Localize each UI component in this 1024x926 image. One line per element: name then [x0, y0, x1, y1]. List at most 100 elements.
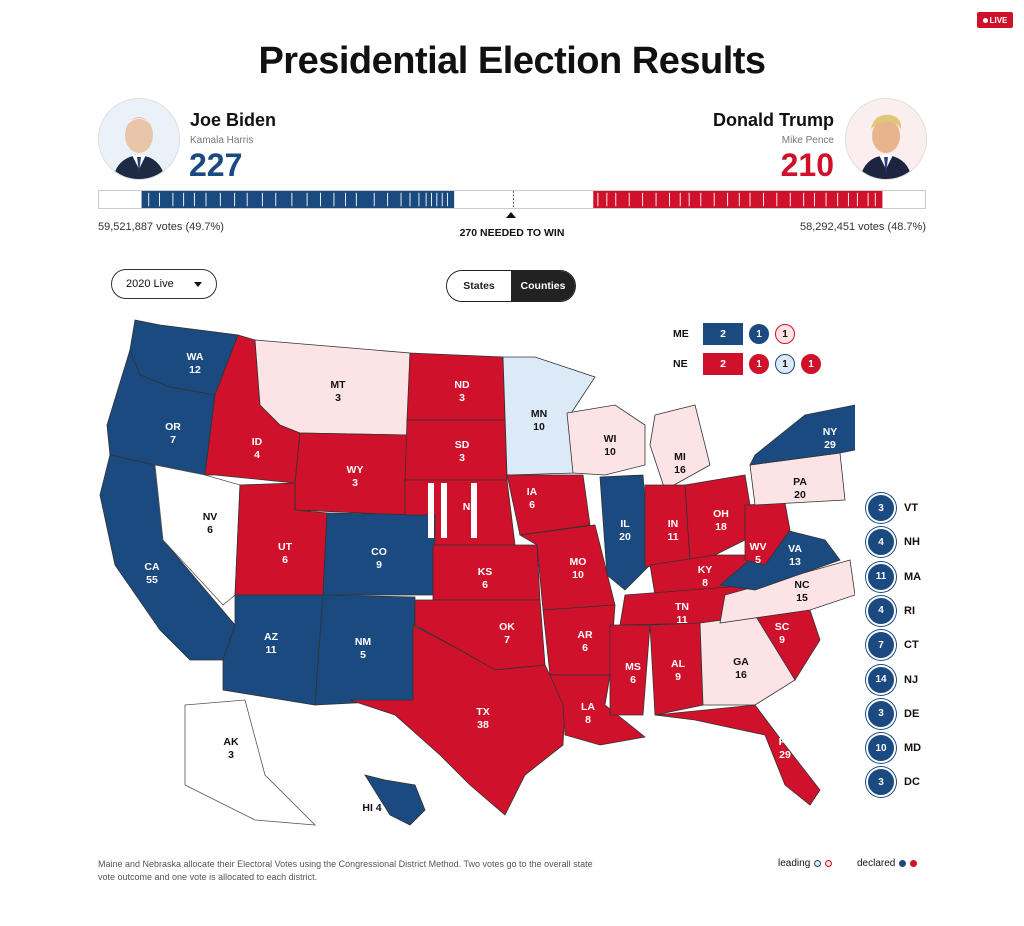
state-label-il: IL 20	[619, 518, 631, 543]
small-state-dc[interactable]: 3 DC	[866, 767, 920, 798]
small-state-abbr: MD	[904, 742, 922, 755]
state-label-al: AL 9	[671, 658, 686, 683]
footnote: Maine and Nebraska allocate their Electo…	[98, 859, 593, 882]
declared-dem-icon	[899, 860, 907, 867]
toggle-states[interactable]: States	[447, 271, 511, 301]
state-ia[interactable]	[506, 474, 591, 536]
small-state-vt[interactable]: 3 VT	[866, 493, 918, 523]
state-ak[interactable]	[184, 699, 317, 826]
small-state-ev: 4	[866, 595, 896, 626]
year-dropdown-value: 2020 Live	[126, 278, 174, 290]
state-wi[interactable]	[566, 404, 646, 476]
small-state-abbr: RI	[904, 604, 915, 617]
state-mi[interactable]	[649, 404, 711, 491]
state-label-ny: NY 29	[823, 426, 838, 451]
small-state-ev: 7	[866, 630, 896, 661]
state-label-nc: NC 15	[794, 579, 810, 604]
state-hi[interactable]	[364, 774, 426, 826]
state-label-ar: AR 6	[577, 629, 593, 654]
small-state-abbr: NJ	[904, 673, 919, 686]
small-state-ev: 14	[866, 664, 896, 695]
split-district-vote: 1	[775, 324, 795, 344]
ne-district-stripe	[471, 483, 477, 538]
split-district-vote: 1	[749, 324, 769, 344]
small-state-de[interactable]: 3 DE	[866, 698, 919, 729]
state-label-hi: HI 4	[362, 802, 381, 814]
state-label-ky: KY 8	[698, 564, 713, 589]
small-state-abbr: MA	[904, 570, 922, 583]
trump-portrait-icon	[846, 99, 926, 179]
split-state-ne: NE 2 1 1 1	[673, 353, 821, 375]
dem-electoral-votes: 227	[189, 147, 243, 183]
small-state-nh[interactable]: 4 NH	[866, 527, 920, 558]
split-state-me: ME 2 1 1	[673, 323, 795, 345]
state-label-sd: SD 3	[455, 439, 470, 464]
state-label-pa: PA 20	[793, 476, 807, 501]
small-state-ma[interactable]: 11 MA	[866, 561, 922, 592]
live-dot-icon	[982, 17, 988, 23]
state-il[interactable]	[599, 474, 651, 591]
state-la[interactable]	[549, 674, 646, 746]
small-state-md[interactable]: 10 MD	[866, 733, 922, 764]
small-state-nj[interactable]: 14 NJ	[866, 664, 919, 695]
small-state-abbr: VT	[904, 502, 919, 514]
split-state-label: NE	[673, 358, 688, 370]
year-dropdown[interactable]: 2020 Live	[111, 269, 217, 299]
split-statewide-votes: 2	[703, 353, 743, 375]
state-label-nv: NV 6	[203, 511, 218, 536]
state-wy[interactable]	[294, 432, 408, 516]
live-label: LIVE	[989, 15, 1008, 25]
needed-to-win-label: 270 NEEDED TO WIN	[459, 227, 565, 239]
split-district-vote: 1	[801, 354, 821, 374]
state-tx[interactable]	[349, 624, 566, 816]
state-label-nd: ND 3	[454, 379, 470, 404]
view-toggle[interactable]: States Counties	[446, 270, 576, 302]
rep-bar-fill	[593, 191, 883, 208]
small-state-ev: 10	[866, 733, 896, 764]
small-state-ev: 3	[866, 698, 896, 729]
state-label-mn: MN 10	[531, 408, 547, 433]
small-state-ev: 3	[866, 493, 896, 523]
dem-bar-fill	[141, 191, 455, 208]
state-label-mo: MO 10	[570, 556, 587, 581]
state-fl[interactable]	[654, 704, 821, 806]
state-label-id: ID 4	[252, 436, 263, 461]
declared-rep-icon	[910, 860, 918, 867]
legend-leading-label: leading	[778, 858, 811, 869]
leading-rep-icon	[825, 860, 833, 867]
split-district-vote: 1	[749, 354, 769, 374]
state-label-ak: AK 3	[223, 736, 239, 761]
state-nc[interactable]	[719, 559, 855, 624]
state-label-la: LA 8	[581, 701, 595, 726]
state-ms[interactable]	[609, 624, 651, 716]
toggle-counties[interactable]: Counties	[511, 271, 575, 301]
dem-running-mate: Kamala Harris	[190, 135, 254, 146]
state-label-or: OR 7	[165, 421, 181, 446]
small-state-ct[interactable]: 7 CT	[866, 630, 919, 661]
ne-district-stripe	[428, 483, 434, 538]
small-state-ri[interactable]: 4 RI	[866, 595, 915, 626]
us-electoral-map: WA 12 OR 7 CA 55 NV 6 ID 4 MT 3 WY 3 UT 6 AZ 11 CO 9 NM 5 ND 3 S…	[99, 319, 855, 826]
state-label-wv: WV 5	[750, 541, 767, 566]
small-state-ev: 3	[866, 767, 896, 798]
state-label-fl: FL 29	[779, 736, 792, 761]
state-label-mt: MT 3	[330, 379, 346, 404]
biden-avatar	[98, 98, 180, 180]
electoral-progress-bar	[98, 190, 926, 209]
state-label-tx: TX 38	[476, 706, 489, 731]
state-label-az: AZ 11	[264, 631, 279, 656]
small-state-ev: 11	[866, 561, 896, 592]
state-label-ga: GA 16	[733, 656, 749, 681]
small-state-abbr: DC	[904, 776, 920, 789]
state-label-va: VA 13	[788, 543, 802, 568]
state-label-ca: CA 55	[144, 561, 160, 586]
dem-popular-votes: 59,521,887 votes (49.7%)	[98, 221, 224, 233]
split-state-label: ME	[673, 328, 689, 340]
state-label-tn: TN 11	[675, 601, 689, 626]
chevron-down-icon	[194, 282, 202, 287]
state-oh[interactable]	[684, 474, 756, 561]
state-ny[interactable]	[749, 404, 855, 466]
rep-popular-votes: 58,292,451 votes (48.7%)	[800, 221, 926, 233]
biden-portrait-icon	[99, 99, 179, 179]
rep-electoral-votes: 210	[780, 147, 834, 183]
